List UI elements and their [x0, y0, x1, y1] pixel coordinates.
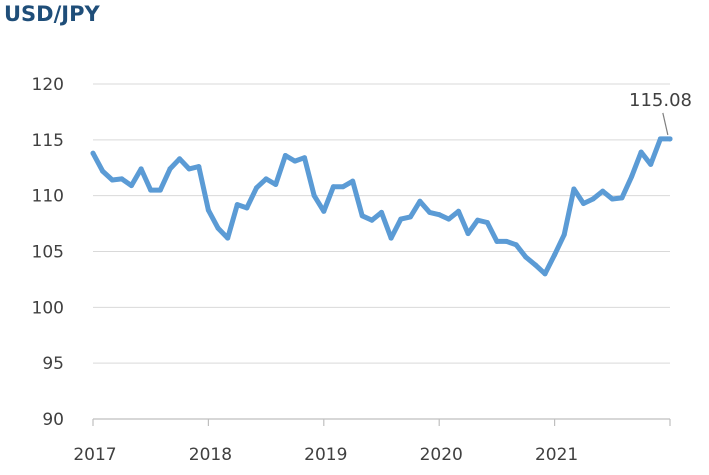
data-point	[244, 205, 250, 211]
data-point	[234, 202, 240, 208]
data-point	[417, 198, 423, 204]
series-layer	[90, 136, 673, 277]
data-point	[503, 238, 509, 244]
y-tick-label: 120	[32, 75, 64, 95]
data-point	[600, 188, 606, 194]
y-tick-label: 110	[32, 187, 64, 207]
data-point	[205, 207, 211, 213]
data-point	[330, 184, 336, 190]
data-point	[359, 213, 365, 219]
y-tick-labels: 90 95 100 105 110 115 120	[32, 75, 64, 430]
data-point	[215, 225, 221, 231]
data-point	[128, 183, 134, 189]
x-tick-label: 2019	[304, 445, 347, 465]
data-point	[561, 232, 567, 238]
data-point	[302, 155, 308, 161]
data-point	[542, 271, 548, 277]
x-tick-label: 2020	[420, 445, 463, 465]
data-point	[340, 184, 346, 190]
x-axis	[92, 418, 671, 426]
y-tick-label: 100	[32, 298, 64, 318]
y-tick-label: 95	[42, 354, 64, 374]
data-point	[225, 235, 231, 241]
data-point	[552, 252, 558, 258]
data-point	[379, 209, 384, 215]
chart-title: USD/JPY	[4, 2, 100, 26]
data-point	[186, 166, 192, 172]
x-tick-label: 2021	[535, 445, 578, 465]
data-point	[638, 149, 644, 155]
annotation-label: 115.08	[629, 90, 692, 111]
data-point	[427, 209, 433, 215]
annotation-leader	[662, 112, 669, 136]
data-point	[273, 182, 279, 187]
x-tick-label: 2017	[73, 445, 116, 465]
data-point	[100, 168, 106, 174]
x-tick-label: 2018	[189, 445, 232, 465]
y-tick-label: 105	[32, 243, 64, 263]
data-point	[436, 212, 442, 218]
data-point	[109, 177, 115, 183]
data-point	[619, 195, 625, 201]
data-point	[90, 150, 96, 156]
y-tick-label: 115	[32, 131, 64, 151]
data-point	[263, 176, 269, 182]
data-point	[177, 156, 183, 162]
data-point	[388, 235, 394, 241]
data-point	[513, 242, 519, 248]
data-point	[629, 174, 635, 180]
data-point	[667, 136, 673, 142]
data-point	[580, 200, 586, 206]
data-point	[523, 254, 529, 260]
gridlines	[93, 83, 670, 364]
data-point	[282, 152, 288, 158]
data-point	[648, 161, 654, 167]
data-point	[292, 158, 298, 164]
x-tick-labels: 2017 2018 2019 2020 2021	[73, 445, 578, 465]
data-point	[398, 216, 404, 222]
annotation-layer: 115.08	[629, 90, 692, 136]
data-point	[167, 166, 173, 172]
data-point	[484, 219, 490, 225]
data-point	[196, 164, 202, 170]
data-point	[254, 185, 260, 191]
data-point	[407, 214, 413, 220]
data-point	[350, 178, 356, 184]
data-point	[657, 136, 663, 142]
data-point	[369, 217, 375, 223]
data-point	[455, 208, 461, 214]
data-point	[465, 231, 471, 237]
data-point	[148, 187, 154, 193]
data-point	[590, 196, 596, 202]
data-point	[532, 262, 538, 268]
data-point	[157, 187, 163, 193]
data-point	[571, 186, 577, 192]
y-tick-label: 90	[42, 410, 64, 430]
data-point	[494, 238, 500, 244]
data-point	[311, 193, 317, 199]
data-point	[119, 176, 125, 182]
data-point	[475, 217, 481, 223]
data-point	[321, 208, 327, 214]
data-point	[609, 196, 615, 202]
data-point	[446, 216, 452, 222]
data-point	[138, 166, 144, 172]
